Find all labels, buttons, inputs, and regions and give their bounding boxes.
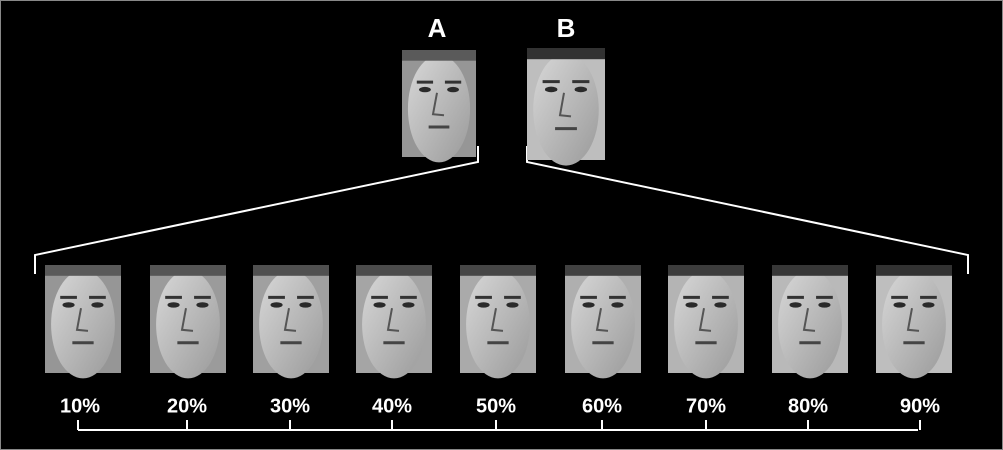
- eye: [506, 302, 519, 308]
- nose: [698, 308, 712, 332]
- hair: [772, 265, 848, 276]
- nose: [490, 308, 504, 332]
- eye: [270, 302, 283, 308]
- morph-label: 30%: [270, 395, 310, 417]
- eye: [447, 86, 459, 93]
- face-photo: [150, 265, 226, 379]
- hair: [402, 50, 476, 61]
- hair: [668, 265, 744, 276]
- eye: [818, 302, 831, 308]
- morph-label: 20%: [167, 395, 207, 417]
- morph-label: 60%: [582, 395, 622, 417]
- face-photo: [356, 265, 432, 379]
- nose: [180, 308, 194, 332]
- eye: [419, 86, 431, 93]
- morph-label: 50%: [476, 395, 516, 417]
- eye: [789, 302, 802, 308]
- hair: [565, 265, 641, 276]
- face-photo: [876, 265, 952, 379]
- face-photo: [460, 265, 536, 379]
- face-skin: [778, 270, 842, 379]
- eye: [893, 302, 906, 308]
- nose: [802, 308, 816, 332]
- eye: [582, 302, 595, 308]
- eye: [299, 302, 312, 308]
- face-a-label: A: [428, 13, 447, 43]
- face-skin: [362, 270, 426, 379]
- face-skin: [466, 270, 530, 379]
- eye: [544, 86, 558, 93]
- nose: [283, 308, 297, 332]
- face-skin: [259, 270, 323, 379]
- eye: [196, 302, 209, 308]
- face-photo: [253, 265, 329, 379]
- eye: [714, 302, 727, 308]
- bracket-a: [34, 146, 479, 274]
- hair: [527, 48, 605, 60]
- hair: [876, 265, 952, 276]
- eye: [922, 302, 935, 308]
- hair: [150, 265, 226, 276]
- morph-label: 90%: [900, 395, 940, 417]
- eye: [167, 302, 180, 308]
- face-skin: [571, 270, 635, 379]
- face-photo: [402, 50, 476, 163]
- hair: [45, 265, 121, 276]
- morph-label: 80%: [788, 395, 828, 417]
- face-photo: [772, 265, 848, 379]
- hair: [253, 265, 329, 276]
- face-photo: [565, 265, 641, 379]
- morph-label: 40%: [372, 395, 412, 417]
- morph-label: 70%: [686, 395, 726, 417]
- hair: [460, 265, 536, 276]
- eye: [685, 302, 698, 308]
- face-photo: [45, 265, 121, 379]
- face-skin: [156, 270, 220, 379]
- morph-label: 10%: [60, 395, 100, 417]
- eye: [477, 302, 490, 308]
- face-photo: [668, 265, 744, 379]
- eye: [91, 302, 104, 308]
- face-photo: [527, 48, 605, 166]
- face-skin: [674, 270, 738, 379]
- hair: [356, 265, 432, 276]
- eye: [402, 302, 415, 308]
- face-b-label: B: [557, 13, 576, 43]
- nose: [595, 308, 609, 332]
- nose: [558, 92, 572, 118]
- eye: [62, 302, 75, 308]
- face-skin: [51, 270, 115, 379]
- eye: [574, 86, 588, 93]
- nose: [431, 92, 445, 117]
- eye: [611, 302, 624, 308]
- nose: [906, 308, 920, 332]
- face-skin: [533, 53, 599, 166]
- nose: [75, 308, 89, 332]
- face-skin: [882, 270, 946, 379]
- eye: [373, 302, 386, 308]
- nose: [386, 308, 400, 332]
- face-skin: [407, 55, 471, 163]
